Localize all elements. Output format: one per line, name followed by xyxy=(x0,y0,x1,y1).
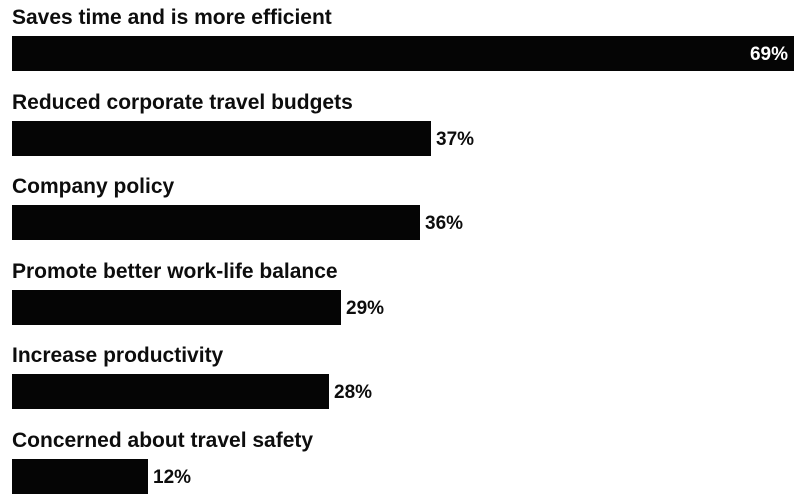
category-label: Saves time and is more efficient xyxy=(12,6,332,29)
bar xyxy=(12,374,329,409)
value-label: 37% xyxy=(436,128,475,150)
category-label: Promote better work-life balance xyxy=(12,259,338,283)
value-label: 69% xyxy=(749,44,788,65)
bar xyxy=(12,205,420,240)
bar xyxy=(12,120,431,156)
bar xyxy=(12,458,148,494)
category-label: Reduced corporate travel budgets xyxy=(12,90,353,114)
value-label: 28% xyxy=(334,382,373,403)
value-label: 12% xyxy=(153,466,192,488)
category-label: Concerned about travel safety xyxy=(12,428,314,452)
category-label: Company policy xyxy=(12,175,175,198)
value-label: 36% xyxy=(425,213,464,234)
value-label: 29% xyxy=(346,297,385,319)
bar xyxy=(12,289,341,325)
bar xyxy=(12,36,794,71)
category-label: Increase productivity xyxy=(12,344,224,367)
